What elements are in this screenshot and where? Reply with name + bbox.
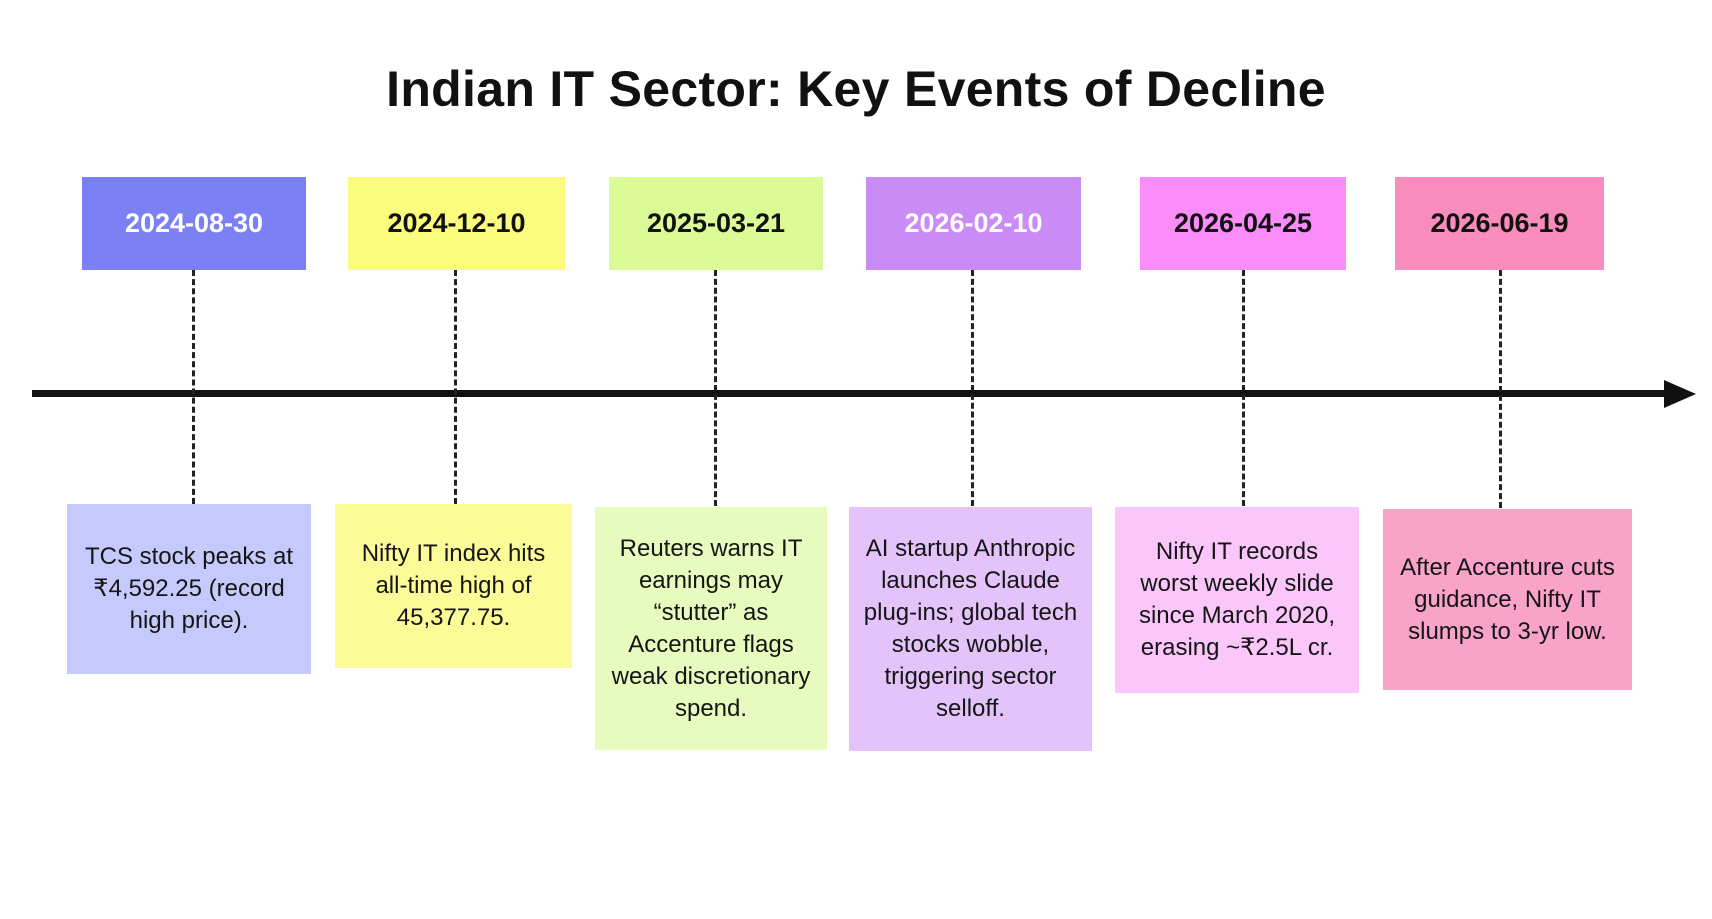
event-connector-2	[454, 270, 457, 504]
event-description-2: Nifty IT index hits all-time high of 45,…	[335, 504, 572, 668]
timeline-arrow-head	[1664, 380, 1696, 408]
event-description-6: After Accenture cuts guidance, Nifty IT …	[1383, 509, 1632, 690]
page-title: Indian IT Sector: Key Events of Decline	[386, 61, 1326, 117]
event-connector-4	[971, 270, 974, 506]
event-description-4: AI startup Anthropic launches Claude plu…	[849, 507, 1092, 751]
event-description-1: TCS stock peaks at ₹4,592.25 (record hig…	[67, 504, 311, 674]
event-description-3: Reuters warns IT earnings may “stutter” …	[595, 507, 827, 750]
event-date-3: 2025-03-21	[609, 177, 823, 270]
event-date-2: 2024-12-10	[348, 177, 565, 270]
event-date-1: 2024-08-30	[82, 177, 306, 270]
timeline-axis	[32, 390, 1672, 397]
event-date-4: 2026-02-10	[866, 177, 1081, 270]
event-date-6: 2026-06-19	[1395, 177, 1604, 270]
event-connector-1	[192, 270, 195, 504]
event-connector-3	[714, 270, 717, 506]
event-description-5: Nifty IT records worst weekly slide sinc…	[1115, 507, 1359, 693]
event-connector-6	[1499, 270, 1502, 508]
event-date-5: 2026-04-25	[1140, 177, 1346, 270]
event-connector-5	[1242, 270, 1245, 506]
